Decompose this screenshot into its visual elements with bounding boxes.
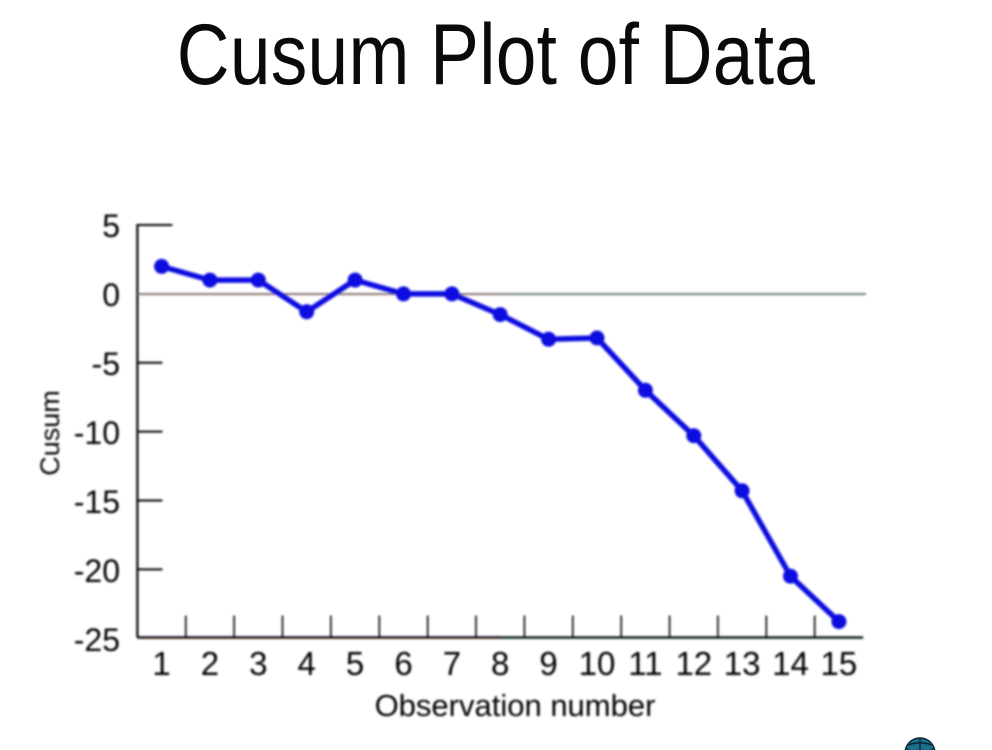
svg-text:1: 1 <box>152 645 170 682</box>
svg-text:9: 9 <box>539 645 557 682</box>
svg-text:11: 11 <box>628 645 662 682</box>
svg-text:-20: -20 <box>74 553 120 589</box>
svg-text:10: 10 <box>579 645 616 682</box>
svg-text:4: 4 <box>298 645 316 682</box>
svg-text:0: 0 <box>102 277 120 313</box>
svg-text:-5: -5 <box>92 346 120 382</box>
svg-text:2: 2 <box>201 645 219 682</box>
svg-text:-10: -10 <box>74 415 120 451</box>
svg-text:-15: -15 <box>74 484 120 520</box>
svg-text:3: 3 <box>249 645 267 682</box>
svg-text:Cusum: Cusum <box>35 390 65 476</box>
svg-text:7: 7 <box>443 645 461 682</box>
svg-text:Observation number: Observation number <box>375 688 656 723</box>
svg-text:15: 15 <box>821 645 858 682</box>
svg-text:6: 6 <box>394 645 412 682</box>
svg-text:12: 12 <box>675 645 712 682</box>
svg-text:8: 8 <box>491 645 509 682</box>
svg-text:13: 13 <box>724 645 761 682</box>
svg-text:5: 5 <box>102 208 120 244</box>
svg-text:5: 5 <box>346 645 364 682</box>
svg-text:14: 14 <box>772 645 809 682</box>
svg-text:-25: -25 <box>74 622 120 658</box>
